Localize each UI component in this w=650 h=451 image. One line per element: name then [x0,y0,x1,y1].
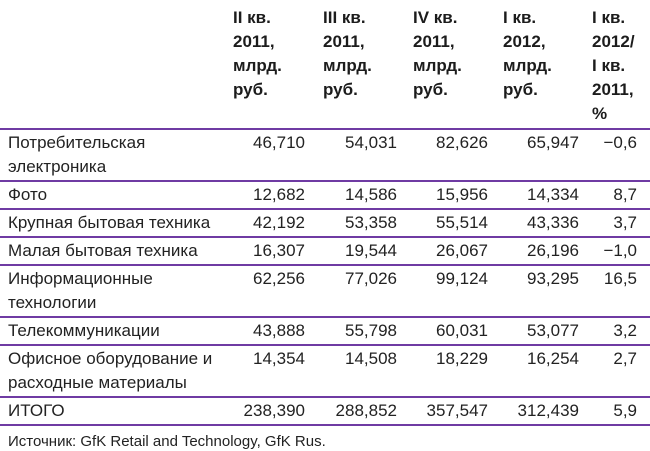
row-label: Телекоммуникации [8,321,160,340]
row-label: Информационные технологии [8,269,153,312]
cell-value: 14,586 [345,185,397,204]
table-row: Информационные технологии 62,256 77,026 … [0,265,650,317]
header-row: II кв. 2011, млрд. руб. III кв. 2011, мл… [0,0,650,129]
cell-value: 238,390 [243,401,305,420]
cell-value: 14,354 [253,349,305,368]
cell-value: 82,626 [436,133,488,152]
cell-value: 43,888 [253,321,305,340]
header-cell-category [0,0,228,129]
cell-value: 62,256 [253,269,305,288]
table-row: Малая бытовая техника 16,307 19,544 26,0… [0,237,650,265]
header-cell-q1-2012: I кв. 2012, млрд. руб. [503,8,552,99]
cell-value: 312,439 [517,401,579,420]
header-cell-yoy-change: I кв. 2012/ I кв. 2011, % [592,8,635,123]
cell-value: 5,9 [613,401,637,420]
source-note: Источник: GfK Retail and Technology, GfK… [8,433,326,450]
cell-value: 93,295 [527,269,579,288]
cell-value: 2,7 [613,349,637,368]
cell-value: 55,514 [436,213,488,232]
row-label: Офисное оборудование и расходные материа… [8,349,213,392]
cell-value: 16,5 [603,269,637,288]
table-row: Фото 12,682 14,586 15,956 14,334 8,7 [0,181,650,209]
row-label: Крупная бытовая техника [8,213,211,232]
cell-value: 14,334 [527,185,579,204]
cell-value: 54,031 [345,133,397,152]
cell-value: 19,544 [345,241,397,260]
cell-value: 12,682 [253,185,305,204]
cell-value: −1,0 [603,241,637,260]
cell-value: 26,196 [527,241,579,260]
cell-value: 53,358 [345,213,397,232]
table-row: Телекоммуникации 43,888 55,798 60,031 53… [0,317,650,345]
table-body: Потребительская электроника 46,710 54,03… [0,129,650,425]
cell-value: 8,7 [613,185,637,204]
cell-value: 288,852 [335,401,397,420]
header-cell-q3-2011: III кв. 2011, млрд. руб. [323,8,372,99]
table-row: Офисное оборудование и расходные материа… [0,345,650,397]
cell-value: 99,124 [436,269,488,288]
cell-value: 46,710 [253,133,305,152]
table-header: II кв. 2011, млрд. руб. III кв. 2011, мл… [0,0,650,129]
cell-value: 14,508 [345,349,397,368]
cell-value: 18,229 [436,349,488,368]
cell-value: 26,067 [436,241,488,260]
cell-value: 42,192 [253,213,305,232]
table-row: Крупная бытовая техника 42,192 53,358 55… [0,209,650,237]
cell-value: 3,7 [613,213,637,232]
cell-value: −0,6 [603,133,637,152]
row-label: Малая бытовая техника [8,241,198,260]
row-label: Потребительская электроника [8,133,146,176]
cell-value: 60,031 [436,321,488,340]
quarterly-sales-table: II кв. 2011, млрд. руб. III кв. 2011, мл… [0,0,650,425]
table-row-total: ИТОГО 238,390 288,852 357,547 312,439 5,… [0,397,650,425]
header-cell-q4-2011: IV кв. 2011, млрд. руб. [413,8,462,99]
table-row: Потребительская электроника 46,710 54,03… [0,129,650,181]
cell-value: 15,956 [436,185,488,204]
cell-value: 77,026 [345,269,397,288]
header-cell-q2-2011: II кв. 2011, млрд. руб. [233,8,282,99]
cell-value: 53,077 [527,321,579,340]
cell-value: 357,547 [426,401,488,420]
row-label: ИТОГО [8,401,65,420]
cell-value: 43,336 [527,213,579,232]
cell-value: 3,2 [613,321,637,340]
row-label: Фото [8,185,48,204]
cell-value: 65,947 [527,133,579,152]
cell-value: 55,798 [345,321,397,340]
cell-value: 16,307 [253,241,305,260]
cell-value: 16,254 [527,349,579,368]
